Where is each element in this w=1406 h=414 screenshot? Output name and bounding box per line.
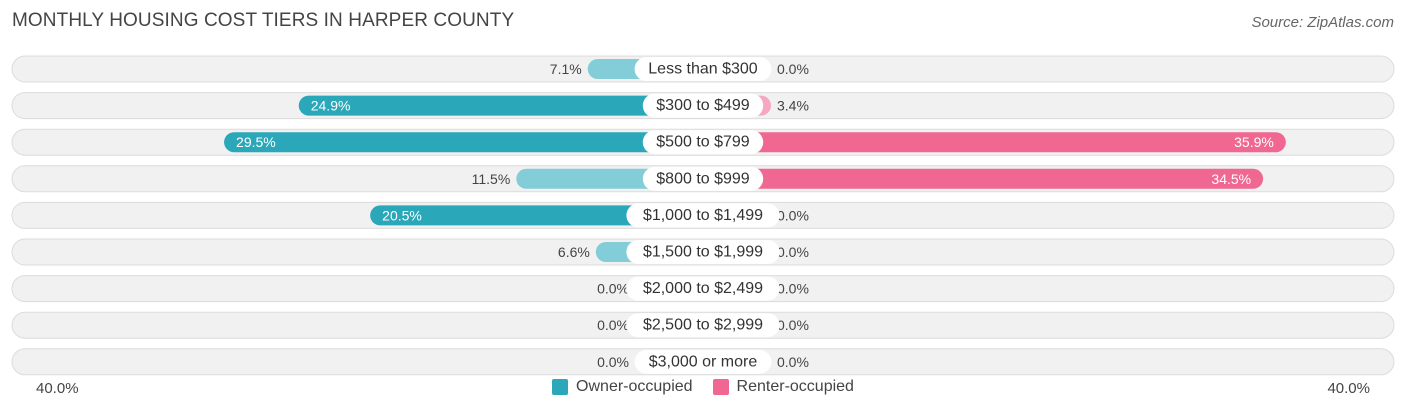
- owner-bar: [298, 95, 713, 116]
- renter-value-label: 35.9%: [1234, 134, 1274, 150]
- category-label-bg: [626, 240, 780, 264]
- legend-swatch-renter: [712, 379, 729, 395]
- owner-value-label: 0.0%: [597, 354, 629, 370]
- legend-item-owner: Owner-occupied: [552, 378, 693, 396]
- renter-value-label: 0.0%: [777, 317, 809, 333]
- legend-swatch-owner: [552, 379, 569, 395]
- category-label-bg: [634, 57, 772, 81]
- category-label-bg: [626, 203, 780, 228]
- owner-value-label: 24.9%: [311, 98, 351, 114]
- owner-value-label: 20.5%: [382, 207, 422, 223]
- axis-left-label: 40.0%: [36, 380, 79, 397]
- category-label: $300 to $499: [656, 97, 750, 114]
- category-label: $2,000 to $2,499: [643, 280, 763, 297]
- legend-label-renter: Renter-occupied: [736, 378, 854, 395]
- renter-value-label: 0.0%: [777, 207, 809, 223]
- source-label: Source: ZipAtlas.com: [1251, 14, 1394, 31]
- renter-value-label: 0.0%: [777, 61, 809, 77]
- renter-value-label: 34.5%: [1211, 171, 1251, 187]
- category-label-bg: [642, 130, 764, 155]
- owner-value-label: 6.6%: [558, 244, 590, 260]
- category-label-bg: [642, 166, 764, 191]
- legend-label-owner: Owner-occupied: [576, 378, 693, 395]
- renter-bar: [693, 132, 1286, 153]
- category-label: $2,500 to $2,999: [643, 317, 763, 334]
- owner-value-label: 7.1%: [550, 61, 582, 77]
- category-label: $500 to $799: [656, 134, 750, 151]
- owner-value-label: 0.0%: [597, 317, 629, 333]
- category-label: $1,000 to $1,499: [643, 207, 763, 224]
- owner-value-label: 0.0%: [597, 281, 629, 297]
- category-label: Less than $300: [648, 61, 758, 78]
- category-label-bg: [634, 349, 772, 374]
- category-label-bg: [626, 276, 780, 301]
- renter-value-label: 0.0%: [777, 354, 809, 370]
- category-label-bg: [626, 313, 780, 338]
- renter-value-label: 3.4%: [777, 98, 809, 114]
- renter-value-label: 0.0%: [777, 281, 809, 297]
- legend-item-renter: Renter-occupied: [712, 378, 854, 396]
- legend: Owner-occupied Renter-occupied: [0, 378, 1406, 396]
- chart-title: MONTHLY HOUSING COST TIERS IN HARPER COU…: [12, 10, 515, 31]
- axis-right-label: 40.0%: [1327, 380, 1370, 397]
- category-label-bg: [642, 93, 764, 118]
- category-label: $1,500 to $1,999: [643, 244, 763, 261]
- category-label: $800 to $999: [656, 170, 750, 187]
- category-label: $3,000 or more: [649, 353, 758, 370]
- owner-bar: [370, 205, 713, 226]
- renter-value-label: 0.0%: [777, 244, 809, 260]
- owner-value-label: 29.5%: [236, 134, 276, 150]
- owner-value-label: 11.5%: [472, 171, 511, 187]
- owner-bar: [224, 132, 713, 153]
- renter-bar: [693, 168, 1264, 189]
